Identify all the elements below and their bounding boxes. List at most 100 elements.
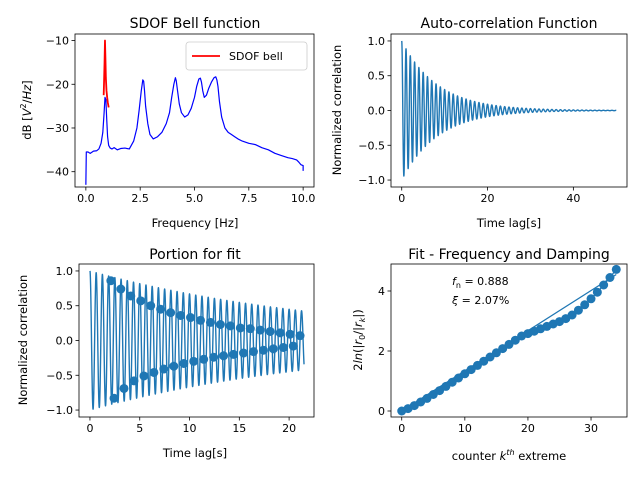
y-axis: 0 2 4	[378, 285, 391, 418]
x-tick-label: 7.5	[240, 192, 258, 205]
plot-area	[397, 264, 621, 416]
y-tick-label: 0.0	[368, 105, 386, 118]
y-tick-label: −0.5	[358, 139, 385, 152]
y-tick-label: 1.0	[56, 265, 74, 278]
annotation-natural-frequency: fn = 0.888	[452, 275, 509, 290]
extreme-point	[189, 356, 199, 366]
y-tick-label: 2	[378, 345, 385, 358]
scatter-point	[479, 356, 489, 366]
correlation-line	[89, 270, 305, 410]
scatter-point	[498, 344, 508, 354]
scatter-point	[466, 365, 476, 375]
sdof-bell-line	[102, 39, 110, 108]
y-axis-label: 2ln(|r0/|rk|)	[351, 309, 367, 371]
scatter-point	[573, 305, 583, 315]
extreme-point	[159, 364, 169, 374]
scatter-point	[580, 300, 590, 310]
extreme-point	[268, 344, 278, 354]
extreme-point	[139, 371, 149, 381]
y-axis-label: dB [V2/Hz]	[19, 80, 34, 139]
extreme-point	[129, 376, 139, 386]
y-tick-label: −40	[46, 166, 69, 179]
extreme-point	[136, 296, 146, 306]
scatter-point	[611, 264, 621, 274]
scatter-point	[472, 360, 482, 370]
y-axis-label: Normalized correlation	[16, 275, 30, 406]
extreme-point	[248, 347, 258, 357]
extreme-point	[278, 342, 288, 352]
extreme-point	[275, 328, 285, 338]
extreme-point	[179, 358, 189, 368]
extreme-point	[258, 345, 268, 355]
x-axis-label: Time lag[s]	[476, 216, 541, 230]
panel-sdof-bell: SDOF Bell function 0.0 2.5 5.0 7.5 10.0 −40−…	[19, 16, 315, 230]
x-axis-label: Frequency [Hz]	[152, 216, 239, 230]
scatter-point	[510, 335, 520, 345]
x-tick-label: 15	[232, 422, 246, 435]
panel-fit-frequency-damping: Fit - Frequency and Damping 0 10 20 30 024 …	[351, 247, 628, 463]
scatter-point	[454, 373, 464, 383]
y-tick-label: −1.0	[358, 174, 385, 187]
extreme-point	[288, 341, 298, 351]
x-axis: 0 10 20 30	[398, 417, 598, 435]
x-axis: 0 20 40	[398, 187, 580, 205]
chart-title: Auto-correlation Function	[421, 16, 598, 32]
scatter-point	[592, 287, 602, 297]
extreme-point	[166, 308, 176, 318]
y-tick-label: 1.0	[368, 35, 386, 48]
x-tick-label: 10.0	[291, 192, 316, 205]
x-tick-label: 0.0	[77, 192, 95, 205]
chart-title: Portion for fit	[149, 247, 241, 263]
extreme-point	[239, 348, 248, 358]
scatter-point	[605, 273, 615, 282]
scatter-point	[460, 369, 470, 379]
extreme-point	[176, 310, 186, 320]
x-tick-label: 2.5	[131, 192, 149, 205]
x-axis-label: counter kth extreme	[452, 448, 566, 463]
extreme-point	[219, 351, 229, 361]
extreme-point	[285, 329, 295, 339]
extreme-point	[186, 313, 196, 323]
extreme-point	[116, 284, 126, 294]
extreme-point	[195, 315, 205, 325]
x-axis: 0 5 10 15 20	[86, 417, 296, 435]
extreme-point	[265, 326, 275, 336]
x-tick-label: 0	[398, 192, 405, 205]
y-axis-label: Normalized correlation	[330, 45, 344, 176]
y-tick-label: 0	[378, 405, 385, 418]
extreme-point	[146, 301, 156, 311]
x-axis-label: Time lag[s]	[162, 446, 227, 460]
plot-area	[85, 39, 304, 185]
scatter-point	[586, 294, 596, 304]
y-axis: −40 −30 −20 −10	[46, 35, 75, 179]
panel-portion-for-fit: Portion for fit 0 5 10 15 20 −1.0 −0.5 0.0 0.5 1…	[16, 247, 315, 460]
x-tick-label: 5.0	[186, 192, 204, 205]
extreme-point	[169, 361, 179, 371]
extreme-point	[199, 354, 209, 364]
scatter-point	[599, 280, 609, 290]
x-tick-label: 30	[584, 422, 598, 435]
y-axis: −1.0 −0.5 0.0 0.5 1.0	[46, 265, 79, 417]
extreme-point	[126, 291, 136, 301]
annotation-damping-ratio: ξ = 2.07%	[451, 294, 509, 307]
x-tick-label: 10	[183, 422, 197, 435]
y-tick-label: 4	[378, 285, 385, 298]
extreme-point	[245, 324, 255, 334]
extreme-point	[156, 304, 166, 314]
extreme-point	[295, 331, 305, 341]
extreme-point	[255, 325, 265, 335]
y-tick-label: −20	[46, 78, 69, 91]
y-tick-label: 0.0	[56, 335, 74, 348]
plot-area	[89, 270, 305, 410]
x-tick-label: 5	[136, 422, 143, 435]
y-tick-label: 0.5	[368, 70, 386, 83]
extreme-point	[119, 383, 129, 393]
extreme-point	[225, 321, 235, 331]
extreme-point	[235, 323, 245, 333]
x-tick-label: 20	[481, 192, 495, 205]
extreme-point	[215, 320, 225, 330]
y-axis: −1.0 −0.5 0.0 0.5 1.0	[358, 35, 391, 187]
x-tick-label: 20	[282, 422, 296, 435]
scatter-point	[504, 339, 514, 349]
